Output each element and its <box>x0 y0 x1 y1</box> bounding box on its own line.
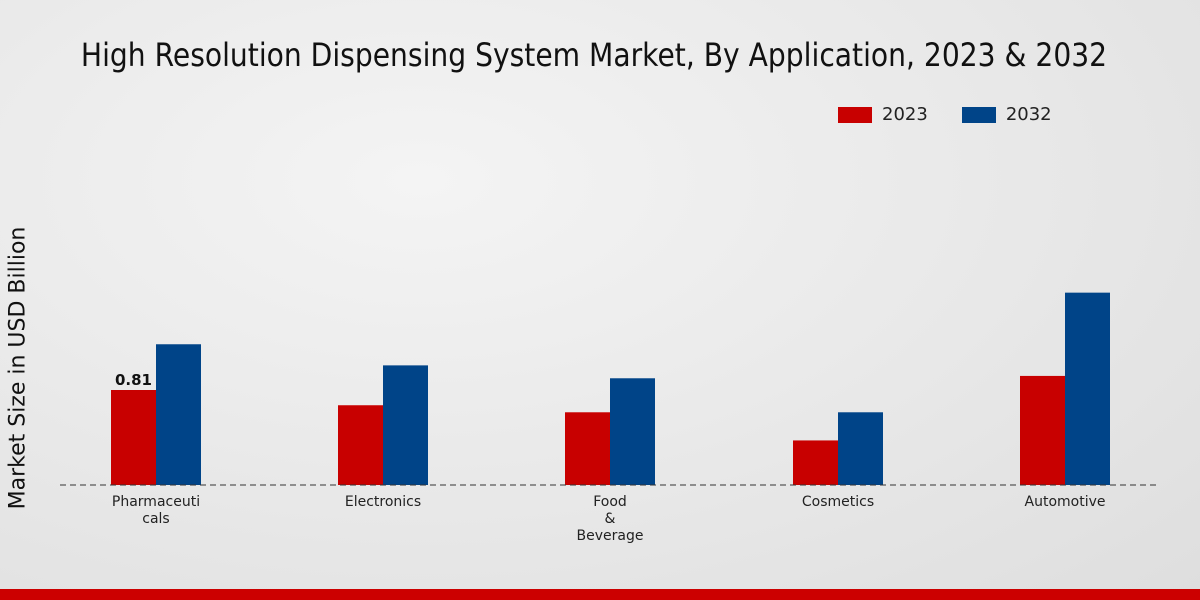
bar-2032-1 <box>383 365 428 485</box>
legend-item-2023: 2023 <box>838 104 928 125</box>
bar-2023-1 <box>338 405 383 485</box>
legend-item-2032: 2032 <box>961 104 1052 125</box>
bar-2023-0 <box>111 390 156 485</box>
bar-2032-4 <box>1065 292 1110 485</box>
x-tick-label-1: Electronics <box>345 494 421 510</box>
legend-swatch-2032 <box>961 106 996 123</box>
bar-2032-0 <box>156 344 201 485</box>
footer-bar <box>0 589 1200 600</box>
x-tick-label-2: & <box>605 511 616 527</box>
legend: 2023 2032 <box>838 104 1086 125</box>
legend-label-2032: 2032 <box>1005 104 1052 125</box>
x-tick-label-3: Cosmetics <box>802 494 874 510</box>
bar-2023-4 <box>1020 375 1065 485</box>
data-label: 0.81 <box>115 371 152 389</box>
x-tick-label-2: Food <box>593 494 627 510</box>
bar-2023-3 <box>793 440 838 485</box>
x-tick-label-2: Beverage <box>577 528 644 544</box>
bar-2032-3 <box>838 412 883 485</box>
x-tick-label-0: cals <box>142 511 169 527</box>
legend-swatch-2023 <box>838 106 872 123</box>
bar-2023-2 <box>565 412 610 485</box>
chart-title: High Resolution Dispensing System Market… <box>80 36 1108 74</box>
legend-label-2023: 2023 <box>882 104 928 125</box>
x-tick-label-0: Pharmaceuti <box>112 494 200 510</box>
bar-2032-2 <box>610 378 655 485</box>
x-tick-label-4: Automotive <box>1025 494 1106 510</box>
